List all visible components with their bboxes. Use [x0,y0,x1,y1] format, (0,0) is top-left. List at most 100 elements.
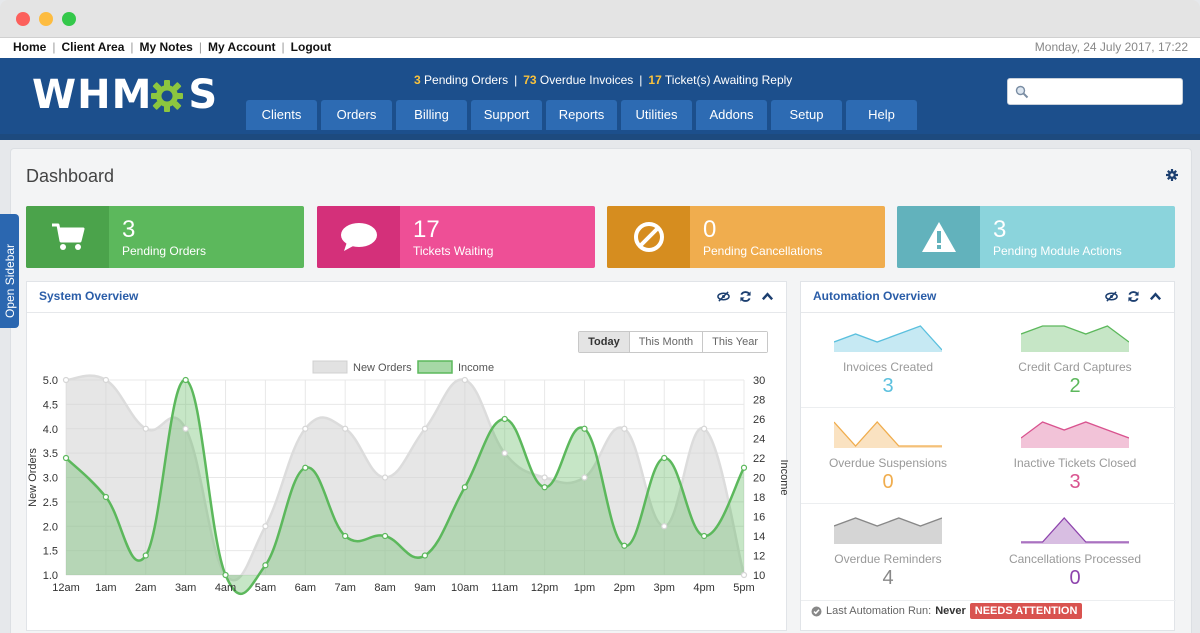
point-income-3pm[interactable] [661,454,668,462]
point-income-7am[interactable] [342,532,349,540]
point-income-8am[interactable] [381,532,389,540]
tab-setup[interactable]: Setup [771,100,842,130]
point-new-orders-4pm[interactable] [701,425,708,432]
point-new-orders-12am[interactable] [62,376,70,384]
collapse-chevron-icon[interactable] [1149,290,1162,303]
point-income-1am[interactable] [102,493,109,501]
tab-clients[interactable]: Clients [246,100,317,130]
sparkline-line [834,517,942,527]
hide-eye-icon[interactable] [717,290,730,303]
point-income-3am[interactable] [182,376,189,384]
open-sidebar-label: Open Sidebar [3,243,17,318]
point-new-orders-3pm[interactable] [661,523,668,530]
tab-orders[interactable]: Orders [321,100,392,130]
search-box[interactable] [1007,78,1183,105]
sparkline-area [834,326,942,352]
hide-eye-icon[interactable] [1105,290,1118,303]
tab-support[interactable]: Support [471,100,542,130]
tile-pending-cancellations[interactable]: 0 Pending Cancellations [607,206,885,268]
my-notes-link[interactable]: My Notes [139,40,193,54]
home-link[interactable]: Home [13,40,47,54]
logout-link[interactable]: Logout [290,40,332,54]
tab-help[interactable]: Help [846,100,917,130]
range-this-month-button[interactable]: This Month [628,332,703,352]
warning-icon [921,222,956,252]
point-income-10am[interactable] [461,484,468,491]
sparkline-line [834,325,942,351]
range-today-button[interactable]: Today [579,332,629,352]
tile-label: Pending Orders [122,244,207,258]
point-new-orders-9am[interactable] [421,425,429,432]
point-new-orders-12pm[interactable] [541,474,548,481]
tab-addons[interactable]: Addons [696,100,767,130]
point-income-1pm[interactable] [581,425,588,432]
whmcs-logo[interactable]: WHM S [32,73,222,117]
overdue-invoices-alert[interactable]: 73 Overdue Invoices [523,73,634,87]
automation-stat-label: Overdue Reminders [834,552,942,566]
my-account-link[interactable]: My Account [207,40,276,54]
minimize-window-button[interactable] [39,12,53,26]
automation-stat-value: 0 [1069,567,1081,589]
point-income-4pm[interactable] [701,532,708,540]
point-income-2am[interactable] [142,552,149,559]
automation-stat-label: Overdue Suspensions [828,456,948,470]
point-new-orders-11am[interactable] [501,450,508,457]
point-income-5am[interactable] [262,562,269,569]
point-income-5pm[interactable] [740,464,748,471]
top-link-bar: Home | Client Area | My Notes | My Account |… [0,38,1200,58]
point-new-orders-5am[interactable] [262,523,269,530]
collapse-chevron-icon[interactable] [761,290,774,303]
point-new-orders-2pm[interactable] [621,425,628,432]
tile-pending-module-actions[interactable]: 3 Pending Module Actions [897,206,1175,268]
x-tick-label: 3am [175,582,196,594]
refresh-icon[interactable] [1127,290,1140,303]
point-new-orders-6am[interactable] [302,425,309,432]
search-input[interactable] [1034,81,1178,103]
x-tick-label: 7am [334,582,355,594]
tab-billing[interactable]: Billing [396,100,467,130]
automation-stat-value: 0 [882,471,894,493]
point-new-orders-5pm[interactable] [740,571,748,579]
point-income-11am[interactable] [501,415,508,423]
automation-stat-label: Cancellations Processed [1008,552,1142,566]
point-income-6am[interactable] [302,464,309,471]
dashboard-settings-gear-icon[interactable] [1166,169,1178,181]
sparkline-area [1021,518,1129,544]
date-time: Monday, 24 July 2017, 17:22 [1034,40,1188,54]
pending-orders-alert[interactable]: 3 Pending Orders [414,73,509,87]
y2-tick-label: 16 [753,512,765,524]
refresh-icon[interactable] [739,290,752,303]
header: WHM S 3 Pending Orders | 73 Overdue Invoi… [0,58,1200,140]
point-income-2pm[interactable] [621,542,628,549]
y2-tick-label: 12 [753,551,765,563]
needs-attention-badge[interactable]: NEEDS ATTENTION [969,603,1083,619]
range-this-year-button[interactable]: This Year [702,332,767,352]
point-new-orders-8am[interactable] [381,474,389,481]
point-new-orders-1am[interactable] [102,376,109,384]
legend-swatch-income[interactable] [417,360,453,374]
point-new-orders-3am[interactable] [182,425,189,432]
tab-reports[interactable]: Reports [546,100,617,130]
automation-stat-value: 4 [882,567,894,589]
point-income-4am[interactable] [222,571,229,579]
tile-tickets-waiting[interactable]: 17 Tickets Waiting [317,206,595,268]
point-income-12am[interactable] [62,454,70,462]
open-sidebar-toggle[interactable]: Open Sidebar [0,214,19,328]
tile-pending-orders[interactable]: 3 Pending Orders [26,206,304,268]
legend-label-income: Income [458,362,494,374]
tab-utilities[interactable]: Utilities [621,100,692,130]
close-window-button[interactable] [16,12,30,26]
legend-swatch-new-orders[interactable] [312,360,348,374]
point-new-orders-10am[interactable] [461,376,468,384]
point-new-orders-7am[interactable] [342,425,349,432]
point-income-12pm[interactable] [541,484,548,491]
y-axis-label: New Orders [27,448,39,507]
point-income-9am[interactable] [421,552,429,559]
client-area-link[interactable]: Client Area [61,40,125,54]
point-new-orders-2am[interactable] [142,425,149,432]
point-new-orders-1pm[interactable] [581,474,588,481]
tickets-awaiting-alert[interactable]: 17 Ticket(s) Awaiting Reply [648,73,793,87]
sparkline [1021,325,1129,352]
automation-stat-cancellations-processed: Cancellations Processed 0 [988,505,1175,601]
maximize-window-button[interactable] [62,12,76,26]
